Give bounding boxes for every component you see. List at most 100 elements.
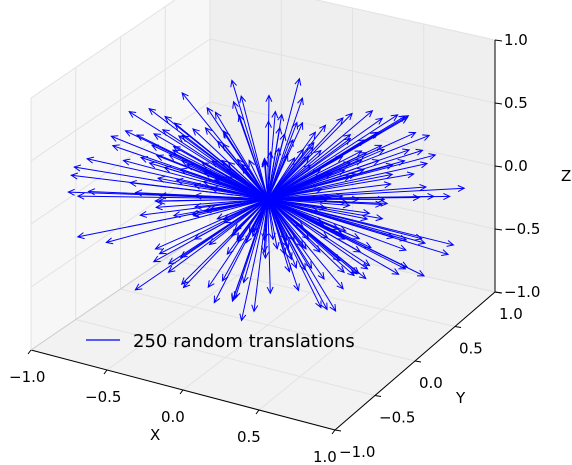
grid-line-z-back <box>209 38 496 104</box>
arrow-head <box>351 195 360 203</box>
arrow-shaft <box>267 144 382 200</box>
arrow-shaft <box>223 198 268 221</box>
arrow-head <box>139 156 149 163</box>
arrow-head <box>248 224 256 233</box>
arrow <box>267 185 466 200</box>
arrow-head <box>261 233 269 241</box>
arrow-shaft <box>157 177 268 200</box>
arrow-head <box>179 251 188 258</box>
arrow-head <box>352 232 361 240</box>
arrow <box>248 159 269 200</box>
arrow <box>192 198 268 218</box>
arrow-shaft <box>159 198 268 255</box>
arrow-head <box>301 232 310 240</box>
grid-line-z-back <box>314 0 496 41</box>
arrow-head <box>383 181 392 189</box>
arrow-head <box>296 121 304 130</box>
arrow-head <box>414 233 423 241</box>
arrow-shaft <box>263 158 269 200</box>
arrow <box>267 109 374 200</box>
arrow-shaft <box>202 162 268 200</box>
arrow-head <box>294 77 302 86</box>
arrow-shaft <box>192 128 269 200</box>
arrow <box>192 128 269 200</box>
arrow-head <box>400 261 409 268</box>
arrow-head <box>302 155 310 163</box>
arrow-shaft <box>267 198 328 310</box>
arrow-head <box>152 255 161 263</box>
arrow-head <box>239 313 247 322</box>
arrow <box>122 158 268 200</box>
arrow <box>157 197 268 205</box>
arrow-head <box>362 208 371 216</box>
arrow-shaft <box>87 158 268 200</box>
arrow <box>267 198 427 245</box>
arrow-head <box>446 240 455 247</box>
arrow-head <box>385 172 394 180</box>
arrow-head <box>314 149 322 158</box>
arrow-head <box>181 92 189 100</box>
arrow <box>267 198 408 252</box>
arrow-head <box>252 224 259 233</box>
arrow-head <box>321 302 328 311</box>
arrow-shaft <box>181 92 269 200</box>
arrow-head <box>87 188 96 196</box>
arrow-shaft <box>267 198 304 248</box>
arrow-shaft <box>267 198 324 226</box>
arrow-head <box>315 300 322 309</box>
arrow-shaft <box>267 134 351 200</box>
arrow-head <box>305 261 313 270</box>
arrow-head <box>122 158 131 166</box>
grid-line-y-floor <box>120 288 416 362</box>
arrow <box>158 192 268 200</box>
arrow-head <box>296 240 304 249</box>
arrow-head <box>233 291 241 300</box>
arrow-shaft <box>267 114 283 200</box>
arrow <box>152 198 268 263</box>
arrow-shaft <box>267 149 385 200</box>
arrow-head <box>154 243 163 250</box>
arrow-shaft <box>267 198 322 308</box>
y-axis-label: Y <box>455 389 466 407</box>
arrow-head <box>161 129 170 136</box>
arrow-shaft <box>267 198 278 249</box>
arrow-head <box>391 268 400 275</box>
arrow <box>216 198 268 220</box>
grid-line-z-left <box>30 38 211 162</box>
z-axis-label: Z <box>561 167 571 185</box>
arrow <box>85 156 268 200</box>
arrow-head <box>417 238 427 245</box>
y-tick <box>454 326 462 328</box>
arrow-shaft <box>74 166 268 200</box>
arrow-shaft <box>77 198 268 238</box>
arrow-head <box>237 113 245 123</box>
arrow <box>158 198 268 255</box>
arrow-shaft <box>267 131 316 200</box>
arrow-shaft <box>253 198 269 312</box>
arrow-shaft <box>267 198 426 244</box>
arrow <box>76 192 268 200</box>
arrow <box>233 198 269 300</box>
arrow-head <box>158 192 167 200</box>
arrow-shaft <box>140 157 268 200</box>
arrow-shaft <box>267 198 388 204</box>
arrow-head <box>156 175 165 183</box>
arrow-head <box>192 128 200 136</box>
arrow <box>73 164 268 200</box>
arrow-shaft <box>267 198 454 246</box>
arrow <box>206 106 269 200</box>
arrow-shaft <box>267 198 368 270</box>
arrow <box>128 111 269 200</box>
arrow <box>267 114 399 200</box>
arrow-shaft <box>125 130 268 200</box>
x-tick <box>331 429 336 435</box>
arrow-head <box>139 210 148 218</box>
tick-marks <box>27 39 503 435</box>
arrow <box>267 150 363 200</box>
arrow-head <box>398 244 408 252</box>
arrow-head <box>251 304 259 313</box>
arrow <box>267 156 296 200</box>
arrow <box>201 162 268 200</box>
arrow-head <box>155 203 163 211</box>
arrow-shaft <box>252 198 269 237</box>
